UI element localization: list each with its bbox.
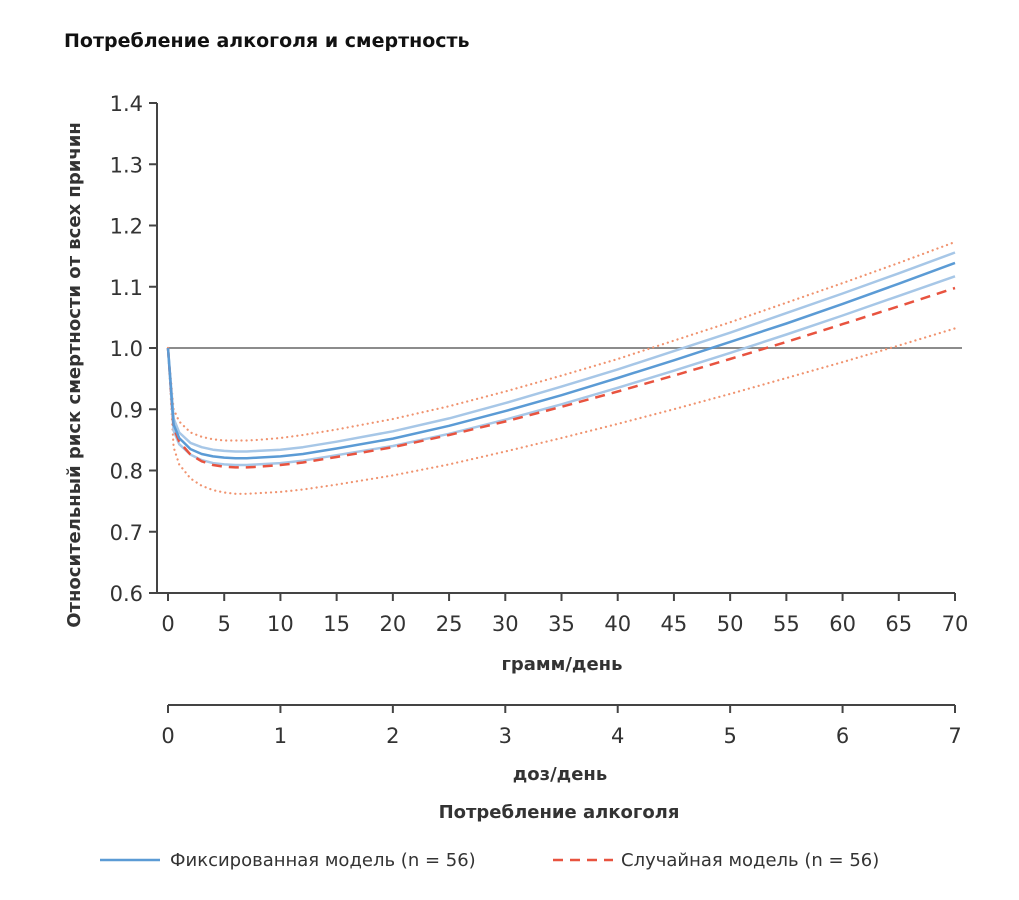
- x2-tick-label: 4: [611, 724, 624, 748]
- x2-tick-label: 5: [723, 724, 736, 748]
- x-tick-label: 30: [492, 612, 519, 636]
- y-tick-label: 1.2: [110, 215, 143, 239]
- x-tick-label: 25: [436, 612, 463, 636]
- x-tick-label: 0: [161, 612, 174, 636]
- chart-title: Потребление алкоголя и смертность: [64, 30, 470, 52]
- x-tick-label: 35: [548, 612, 575, 636]
- bottom-label: Потребление алкоголя: [439, 802, 680, 823]
- y-tick-label: 0.9: [110, 398, 143, 422]
- x-tick-label: 10: [267, 612, 294, 636]
- y-tick-label: 1.4: [110, 92, 143, 116]
- y-tick-label: 0.6: [110, 582, 143, 606]
- x-tick-label: 50: [717, 612, 744, 636]
- x2-tick-label: 1: [274, 724, 287, 748]
- x-tick-label: 40: [604, 612, 631, 636]
- y-tick-label: 1.3: [110, 153, 143, 177]
- x-axis-label: грамм/день: [502, 654, 623, 675]
- series-line: [166, 327, 957, 495]
- x-tick-label: 15: [323, 612, 350, 636]
- series-line: [166, 240, 957, 442]
- y-tick-label: 1.1: [110, 276, 143, 300]
- x2-tick-label: 6: [836, 724, 849, 748]
- y-tick-label: 0.7: [110, 521, 143, 545]
- legend-label-random: Случайная модель (n = 56): [621, 850, 879, 871]
- x-tick-label: 70: [942, 612, 969, 636]
- x2-tick-label: 3: [499, 724, 512, 748]
- series-line: [166, 286, 956, 469]
- series-line: [166, 261, 956, 460]
- x-tick-label: 55: [773, 612, 800, 636]
- x2-tick-label: 7: [948, 724, 961, 748]
- x2-tick-label: 2: [386, 724, 399, 748]
- series-line: [166, 251, 956, 453]
- x-tick-label: 60: [829, 612, 856, 636]
- x2-tick-label: 0: [161, 724, 174, 748]
- x2-axis-label: доз/день: [513, 764, 608, 785]
- y-axis-label: Относительный риск смертности от всех пр…: [64, 122, 85, 628]
- y-tick-label: 1.0: [110, 337, 143, 361]
- legend-label-fixed: Фиксированная модель (n = 56): [170, 850, 476, 871]
- x-tick-label: 5: [218, 612, 231, 636]
- x-tick-label: 45: [661, 612, 688, 636]
- y-tick-label: 0.8: [110, 460, 143, 484]
- x-tick-label: 20: [379, 612, 406, 636]
- legend: Фиксированная модель (n = 56) Случайная …: [100, 850, 879, 871]
- x-tick-label: 65: [885, 612, 912, 636]
